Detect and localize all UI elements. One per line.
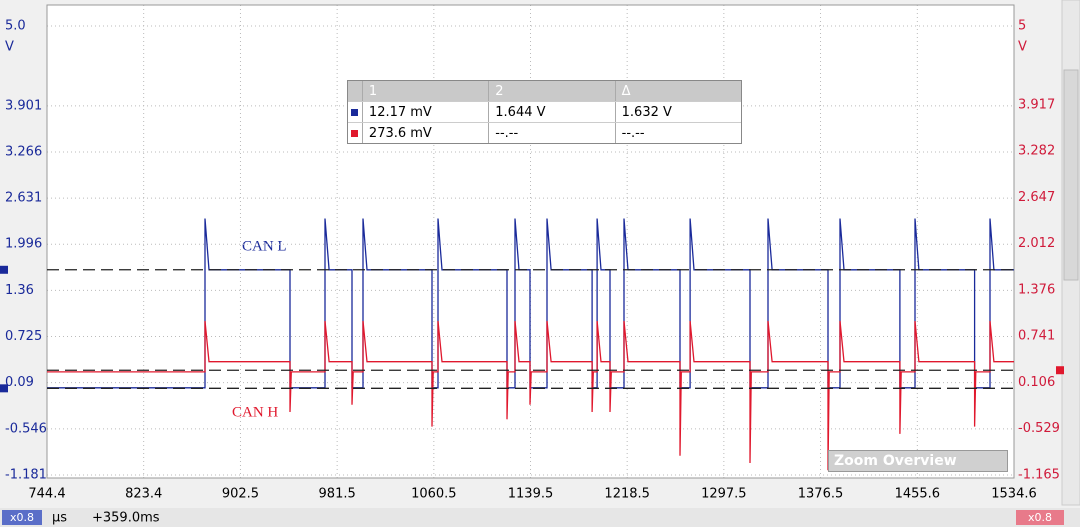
- y2-tick-label: 2.012: [1018, 236, 1055, 251]
- cursor-handle: [0, 265, 8, 274]
- y-tick-label: 3.266: [5, 144, 42, 159]
- y2-tick-label: -1.165: [1018, 468, 1060, 483]
- channel-icon: [348, 108, 362, 116]
- y2-unit: V: [1018, 40, 1027, 55]
- right-zoom-box[interactable]: [1016, 510, 1064, 525]
- zoom-title: Zoom Overview: [834, 453, 957, 469]
- y-unit: V: [5, 40, 14, 55]
- left-zoom: x0.8: [10, 511, 34, 524]
- table-header: 1 2 Δ: [348, 81, 741, 101]
- y2-tick-label: 1.376: [1018, 282, 1055, 297]
- cell: 1.644 V: [488, 102, 614, 122]
- table-row: 12.17 mV 1.644 V 1.632 V: [348, 101, 741, 122]
- cursor-handle: [1056, 366, 1064, 375]
- y2-tick-label: -0.529: [1018, 421, 1060, 436]
- table-row: 273.6 mV --.-- --.--: [348, 122, 741, 143]
- y2-tick-label: 3.917: [1018, 97, 1055, 112]
- x-tick-label: 1455.6: [895, 487, 941, 502]
- header-cell: Δ: [614, 81, 741, 101]
- y-tick-label: 3.901: [5, 98, 42, 113]
- x-tick-label: 744.4: [28, 487, 65, 502]
- left-zoom-box[interactable]: [2, 510, 42, 525]
- cell: 1.632 V: [614, 102, 741, 122]
- x-tick-label: 1139.5: [508, 487, 554, 502]
- y2-tick-label: 0.106: [1018, 375, 1055, 390]
- y-tick-label: 5.0: [5, 19, 26, 34]
- cell: --.--: [614, 123, 741, 143]
- right-zoom: x0.8: [1028, 511, 1052, 524]
- header-cell: 2: [488, 81, 614, 101]
- x-tick-label: 981.5: [319, 487, 356, 502]
- y-tick-label: 1.36: [5, 283, 34, 298]
- y-tick-label: -1.181: [5, 468, 47, 483]
- y-tick-label: 0.09: [5, 375, 34, 390]
- plot-border: [46, 4, 1015, 479]
- y2-tick-label: 5: [1018, 19, 1026, 34]
- x-tick-label: 1218.5: [604, 487, 650, 502]
- cell: 273.6 mV: [361, 123, 488, 143]
- x-unit: µs: [52, 511, 67, 526]
- cell: --.--: [488, 123, 614, 143]
- y2-tick-label: 0.741: [1018, 329, 1055, 344]
- y2-tick-label: 3.282: [1018, 144, 1055, 159]
- y-tick-label: -0.546: [5, 421, 47, 436]
- cursor-table[interactable]: 1 2 Δ 12.17 mV 1.644 V 1.632 V 273.6 mV …: [347, 80, 742, 144]
- x-tick-label: 1376.5: [798, 487, 844, 502]
- x-tick-label: 902.5: [222, 487, 259, 502]
- series-annotation: CAN L: [242, 238, 287, 254]
- x-tick-label: 1534.6: [991, 487, 1037, 502]
- scroll-thumb[interactable]: [1063, 69, 1079, 281]
- x-tick-label: 1060.5: [411, 487, 457, 502]
- y-tick-label: 1.996: [5, 237, 42, 252]
- cell: 12.17 mV: [361, 102, 488, 122]
- y2-tick-label: 2.647: [1018, 190, 1055, 205]
- header-cell: 1: [361, 81, 488, 101]
- channel-icon: [348, 129, 362, 137]
- y-tick-label: 0.725: [5, 329, 42, 344]
- zoom-overview[interactable]: Zoom Overview: [828, 450, 1008, 472]
- status-bar: [0, 508, 1080, 527]
- y-tick-label: 2.631: [5, 191, 42, 206]
- series-annotation: CAN H: [232, 404, 278, 420]
- x-tick-label: 1297.5: [701, 487, 747, 502]
- x-tick-label: 823.4: [125, 487, 162, 502]
- cursor-handle: [0, 384, 8, 393]
- waveform: [47, 320, 1014, 471]
- time-offset: +359.0ms: [92, 511, 160, 526]
